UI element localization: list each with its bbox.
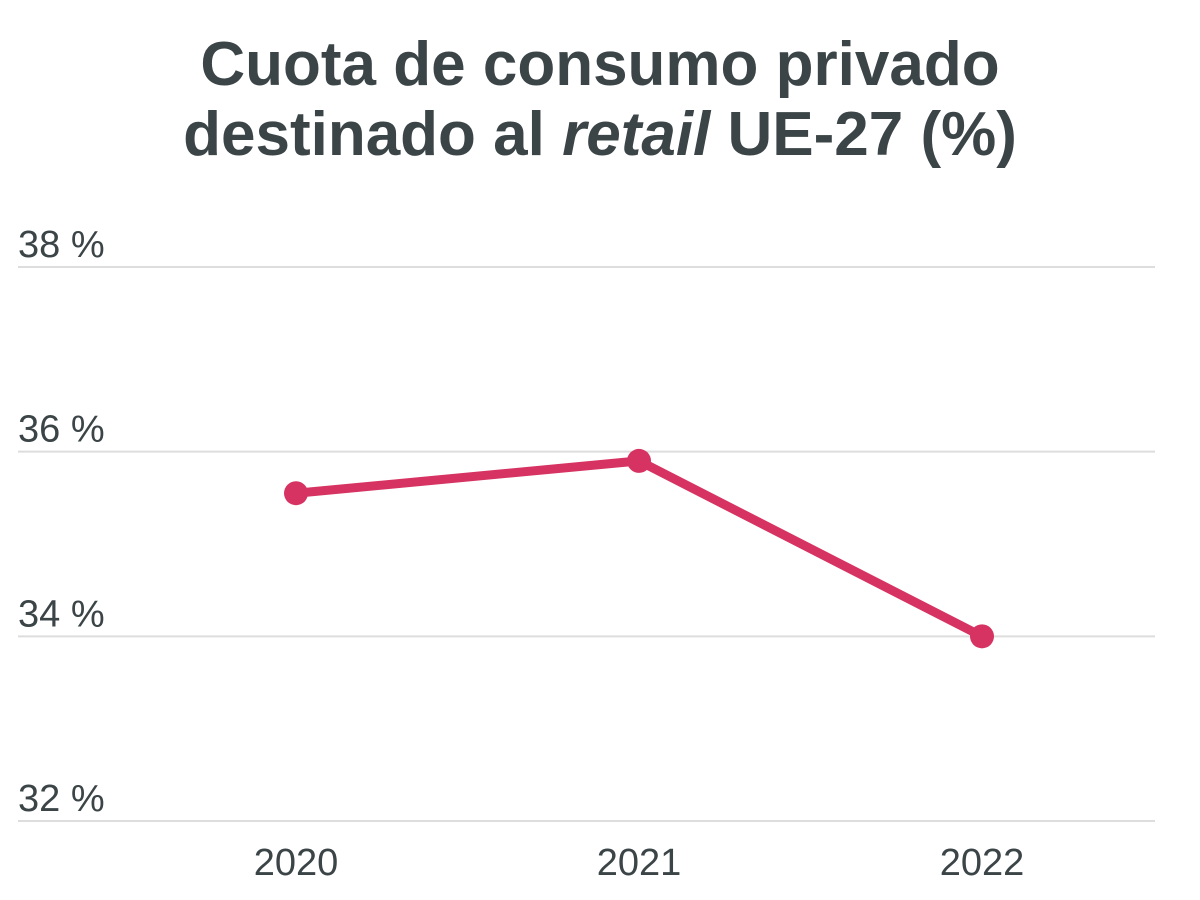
series-line-0	[291, 456, 987, 641]
data-point-2022	[970, 624, 994, 649]
x-axis-tick-labels: 2020 2021 2022	[254, 842, 1025, 884]
chart-gridlines	[18, 266, 1155, 822]
chart-title: Cuota de consumo privado destinado al re…	[0, 30, 1200, 170]
y-tick-label-32: 32 %	[18, 778, 105, 820]
data-point-2020	[284, 481, 308, 506]
y-tick-label-34: 34 %	[18, 593, 105, 635]
x-tick-label-2020: 2020	[254, 842, 339, 884]
x-tick-label-2022: 2022	[940, 842, 1025, 884]
chart-title-line-1: Cuota de consumo privado	[200, 30, 1000, 99]
chart-title-line-2: destinado al retail UE-27 (%)	[0, 100, 1200, 170]
data-point-2021	[627, 448, 651, 473]
x-tick-label-2021: 2021	[597, 842, 682, 884]
y-axis-tick-labels: 32 % 34 % 36 % 38 %	[18, 224, 105, 820]
y-tick-label-38: 38 %	[18, 224, 105, 266]
y-tick-label-36: 36 %	[18, 409, 105, 451]
chart-title-line-2-pre: destinado al	[183, 100, 563, 169]
chart-title-italic-word: retail	[562, 100, 711, 169]
chart-title-line-2-post: UE-27 (%)	[710, 100, 1017, 169]
chart-series	[284, 448, 994, 649]
